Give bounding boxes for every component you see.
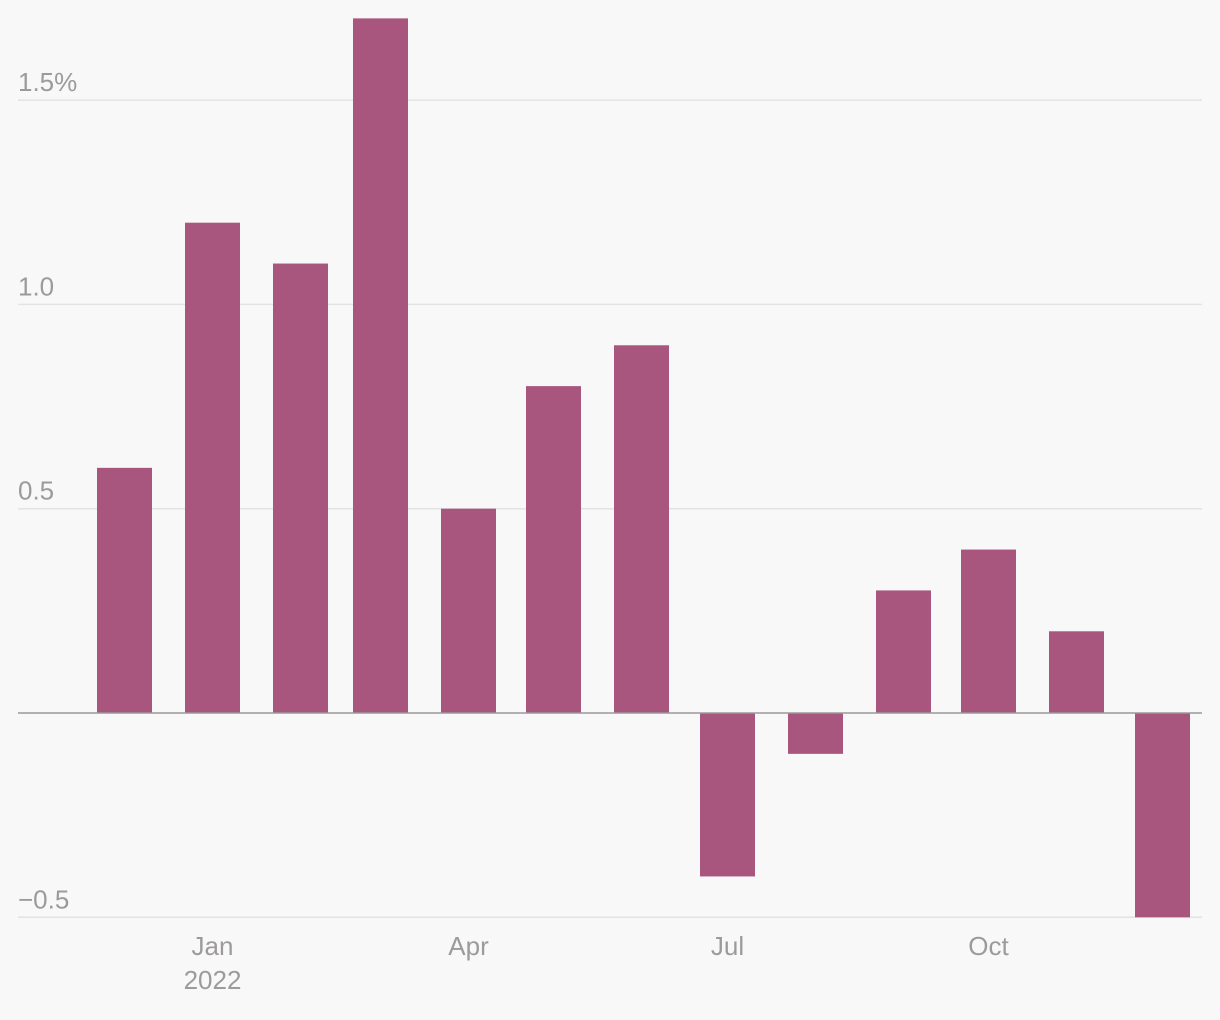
y-axis-ticks: 1.5% 1.0 0.5 −0.5 [18,67,77,914]
bar-2022-01 [185,222,240,713]
bar-2022-10 [961,549,1016,713]
bar-2022-05 [526,386,581,713]
x-tick-label: Apr [448,931,489,961]
bar-2022-09 [876,590,931,713]
bar-2021-12 [97,467,152,713]
bar-2022-06 [614,345,669,713]
x-tick-year-label: 2022 [184,965,242,995]
x-tick-label: Jul [711,931,744,961]
bar-2022-12 [1135,713,1190,918]
bar-2022-11 [1049,631,1104,713]
x-tick-label: Oct [968,931,1009,961]
bar-2022-03 [353,18,408,713]
bar-2022-08 [788,713,843,754]
bar-2022-02 [273,263,328,713]
y-tick-label: 1.0 [18,271,54,301]
bar-2022-04 [441,508,496,713]
y-tick-label: 0.5 [18,476,54,506]
y-tick-label: 1.5% [18,67,77,97]
x-axis-ticks: Jan 2022 Apr Jul Oct [184,931,1010,995]
x-tick-label: Jan [192,931,234,961]
bars [97,18,1190,918]
y-tick-label: −0.5 [18,884,69,914]
bar-2022-07 [700,713,755,877]
